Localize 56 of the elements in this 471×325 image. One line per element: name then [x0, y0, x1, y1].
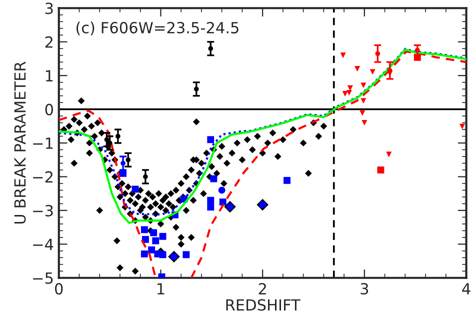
point — [210, 175, 218, 182]
x-tick-label: 1 — [158, 283, 164, 294]
point — [362, 120, 368, 126]
point — [152, 237, 160, 244]
point — [194, 86, 199, 92]
y-tick-label: 0 — [45, 104, 53, 116]
x-tick-label: 2 — [258, 283, 266, 294]
x-tick-label: 0 — [55, 283, 63, 295]
point — [218, 186, 226, 194]
point — [414, 48, 420, 53]
point — [387, 68, 392, 73]
point — [340, 52, 346, 58]
x-tick-label: 3 — [360, 283, 368, 295]
point — [207, 136, 214, 144]
point — [126, 157, 131, 162]
point — [342, 90, 348, 97]
point — [370, 69, 376, 75]
y-tick-label: −5 — [33, 272, 53, 284]
point — [107, 140, 112, 146]
point — [354, 66, 360, 72]
point — [219, 198, 226, 206]
y-tick-label: −4 — [33, 238, 54, 250]
point — [116, 134, 120, 139]
point — [148, 246, 156, 254]
x-tick-label: 4 — [462, 283, 470, 294]
point — [182, 251, 190, 258]
point — [120, 160, 126, 166]
point — [143, 174, 148, 180]
point — [207, 196, 214, 204]
point — [360, 82, 366, 88]
x-axis-title: REDSHIFT — [226, 299, 300, 311]
point — [132, 186, 139, 193]
point — [360, 110, 366, 116]
point — [104, 137, 110, 142]
point — [140, 250, 148, 258]
y-axis-title: U BREAK PARAMETER — [14, 62, 26, 224]
point — [346, 90, 352, 96]
point — [150, 229, 158, 236]
point — [159, 232, 166, 240]
point — [360, 98, 366, 104]
point — [377, 166, 384, 174]
point — [140, 226, 148, 234]
point — [284, 176, 290, 184]
y-tick-label: −3 — [33, 204, 53, 216]
y-tick-label: −2 — [33, 171, 52, 183]
point — [208, 46, 214, 52]
y-tick-label: 3 — [45, 2, 53, 14]
point — [459, 124, 465, 130]
annotation: (c) F606W=23.5-24.5 — [76, 22, 238, 36]
y-tick-label: −1 — [33, 138, 53, 149]
y-tick-label: 1 — [46, 70, 53, 82]
point — [207, 204, 214, 211]
point — [386, 152, 392, 158]
y-tick-label: 2 — [45, 36, 52, 48]
point — [159, 251, 166, 258]
point — [375, 51, 380, 56]
